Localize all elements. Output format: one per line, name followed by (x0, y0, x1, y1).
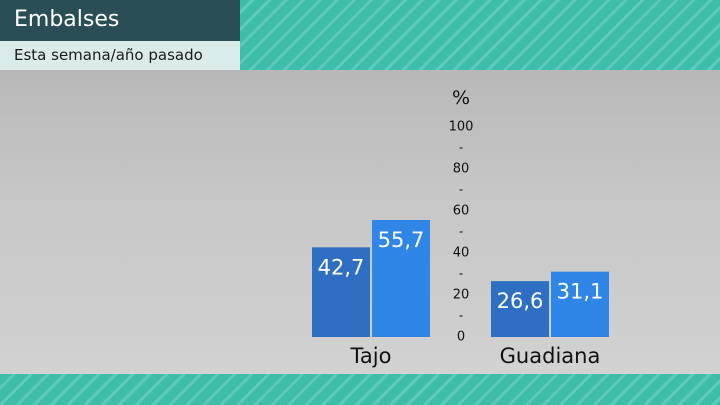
bar-tajo-2 (372, 220, 430, 337)
bar-value-label: 55,7 (378, 228, 425, 252)
y-tick-label: 20 (453, 288, 470, 303)
y-tick-separator: - (459, 267, 463, 281)
category-label: Tajo (350, 344, 392, 368)
y-tick-separator: - (459, 183, 463, 197)
bar-tajo-1 (312, 247, 370, 337)
chart-title: Embalses (14, 7, 120, 32)
y-tick-separator: - (459, 225, 463, 239)
y-axis-unit-label: % (452, 87, 470, 109)
category-label: Guadiana (500, 344, 601, 368)
bar-value-label: 31,1 (557, 280, 604, 304)
title-box: Embalses (0, 0, 240, 41)
bar-guadiana-1 (491, 281, 549, 337)
y-tick-separator: - (459, 309, 463, 323)
bar-guadiana-2 (551, 271, 609, 337)
bar-value-label: 26,6 (497, 289, 544, 313)
y-tick-label: 40 (453, 246, 470, 261)
chart-subtitle: Esta semana/año pasado (14, 46, 203, 64)
y-tick-label: 0 (457, 330, 465, 345)
subtitle-box: Esta semana/año pasado (0, 41, 240, 70)
y-tick-label: 60 (453, 204, 470, 219)
y-tick-separator: - (459, 141, 463, 155)
y-tick-label: 80 (453, 162, 470, 177)
y-tick-label: 100 (449, 120, 474, 135)
bar-value-label: 42,7 (318, 255, 365, 279)
